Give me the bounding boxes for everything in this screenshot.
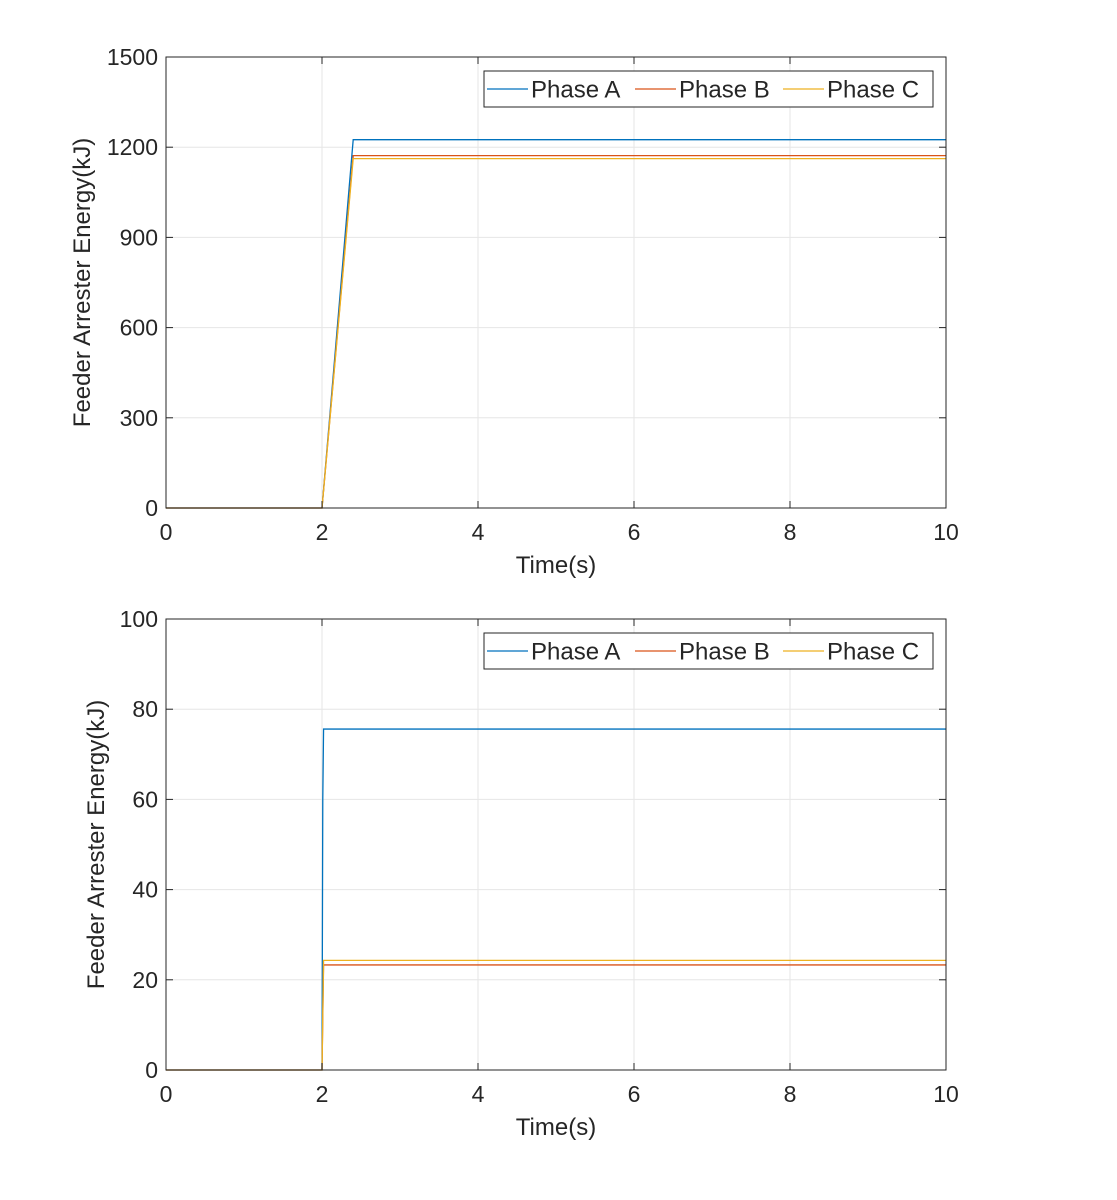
y-tick-label: 40 (132, 877, 158, 903)
axes-box (165, 56, 947, 509)
x-tick-label: 4 (472, 1081, 485, 1107)
x-tick-label: 4 (472, 519, 485, 545)
y-tick-label: 1200 (107, 134, 158, 160)
y-axis-label: Feeder Arrester Energy(kJ) (83, 700, 110, 989)
legend-label: Phase B (679, 639, 770, 666)
y-tick-label: 60 (132, 786, 158, 812)
plot-area (166, 619, 946, 1070)
y-tick-label: 0 (145, 1057, 158, 1083)
plot-area (166, 57, 946, 508)
x-axis-label: Time(s) (516, 552, 596, 579)
legend-label: Phase A (531, 639, 620, 666)
x-tick-label: 2 (316, 519, 329, 545)
y-tick-label: 300 (120, 405, 158, 431)
y-tick-label: 100 (120, 606, 158, 632)
y-tick-label: 600 (120, 315, 158, 341)
x-tick-label: 0 (160, 519, 173, 545)
y-tick-label: 0 (145, 495, 158, 521)
legend-label: Phase A (531, 77, 620, 104)
legend: Phase A Phase B Phase C (483, 70, 934, 108)
x-tick-label: 10 (933, 1081, 959, 1107)
x-tick-label: 10 (933, 519, 959, 545)
x-axis-label: Time(s) (516, 1114, 596, 1141)
y-tick-label: 80 (132, 696, 158, 722)
legend: Phase A Phase B Phase C (483, 632, 934, 670)
axes-box (165, 618, 947, 1071)
x-tick-label: 8 (784, 1081, 797, 1107)
x-tick-label: 6 (628, 1081, 641, 1107)
x-tick-label: 6 (628, 519, 641, 545)
chart-panel-1: 0 2 4 6 8 10 0 300 600 900 1200 1500 Time(s) Feeder A… (69, 44, 959, 579)
legend-box (483, 70, 934, 108)
x-tick-label: 8 (784, 519, 797, 545)
x-tick-label: 0 (160, 1081, 173, 1107)
legend-box (483, 632, 934, 670)
x-tick-label: 2 (316, 1081, 329, 1107)
legend-label: Phase C (827, 639, 919, 666)
y-tick-label: 900 (120, 224, 158, 250)
y-tick-label: 20 (132, 967, 158, 993)
y-tick-label: 1500 (107, 44, 158, 70)
y-axis-label: Feeder Arrester Energy(kJ) (69, 138, 96, 427)
legend-label: Phase B (679, 77, 770, 104)
legend-label: Phase C (827, 77, 919, 104)
